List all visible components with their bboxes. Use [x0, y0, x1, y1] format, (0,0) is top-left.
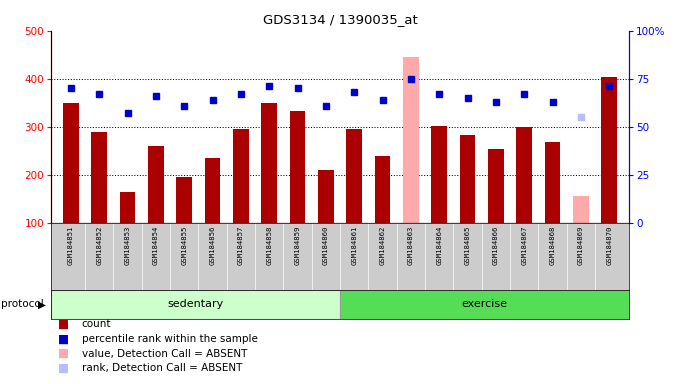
Bar: [601, 77, 617, 223]
Text: GSM184858: GSM184858: [266, 226, 272, 265]
Bar: [460, 135, 475, 223]
Text: ■: ■: [58, 347, 69, 360]
Bar: [176, 177, 192, 223]
Text: protocol: protocol: [1, 299, 44, 310]
Text: GSM184869: GSM184869: [578, 226, 584, 265]
Text: GSM184862: GSM184862: [379, 226, 386, 265]
Bar: [261, 103, 277, 223]
Text: GSM184868: GSM184868: [549, 226, 556, 265]
Bar: [375, 157, 390, 223]
Bar: [340, 290, 629, 319]
Text: count: count: [82, 319, 111, 329]
Text: ■: ■: [58, 333, 69, 346]
Text: GSM184865: GSM184865: [464, 226, 471, 265]
Text: sedentary: sedentary: [167, 299, 224, 310]
Bar: [403, 57, 419, 223]
Text: GSM184870: GSM184870: [606, 226, 612, 265]
Bar: [233, 129, 249, 223]
Bar: [63, 103, 79, 223]
Bar: [431, 126, 447, 223]
Text: GSM184866: GSM184866: [493, 226, 499, 265]
Text: ▶: ▶: [38, 299, 46, 310]
Bar: [91, 131, 107, 223]
Text: GSM184857: GSM184857: [238, 226, 244, 265]
Text: percentile rank within the sample: percentile rank within the sample: [82, 334, 258, 344]
Text: value, Detection Call = ABSENT: value, Detection Call = ABSENT: [82, 349, 247, 359]
Bar: [573, 196, 589, 223]
Bar: [148, 146, 164, 223]
Bar: [516, 127, 532, 223]
Bar: [318, 170, 334, 223]
Bar: [488, 149, 504, 223]
Text: ■: ■: [58, 362, 69, 375]
Text: GSM184855: GSM184855: [181, 226, 187, 265]
Bar: [545, 142, 560, 223]
Text: ■: ■: [58, 318, 69, 331]
Text: GSM184861: GSM184861: [351, 226, 357, 265]
Text: GSM184851: GSM184851: [68, 226, 74, 265]
Bar: [290, 111, 305, 223]
Bar: [205, 158, 220, 223]
Text: GSM184864: GSM184864: [436, 226, 442, 265]
Bar: [120, 192, 135, 223]
Bar: [51, 290, 340, 319]
Text: GSM184852: GSM184852: [96, 226, 102, 265]
Text: GSM184860: GSM184860: [323, 226, 329, 265]
Text: exercise: exercise: [462, 299, 507, 310]
Text: rank, Detection Call = ABSENT: rank, Detection Call = ABSENT: [82, 363, 242, 373]
Text: GSM184854: GSM184854: [153, 226, 159, 265]
Text: GDS3134 / 1390035_at: GDS3134 / 1390035_at: [262, 13, 418, 26]
Text: GSM184856: GSM184856: [209, 226, 216, 265]
Text: GSM184867: GSM184867: [521, 226, 527, 265]
Text: GSM184859: GSM184859: [294, 226, 301, 265]
Text: GSM184863: GSM184863: [408, 226, 414, 265]
Text: GSM184853: GSM184853: [124, 226, 131, 265]
Bar: [346, 129, 362, 223]
